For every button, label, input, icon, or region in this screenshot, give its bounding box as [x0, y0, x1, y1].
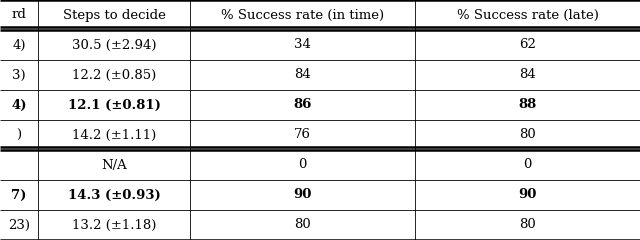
- Text: 84: 84: [294, 68, 311, 82]
- Text: 86: 86: [293, 98, 312, 112]
- Text: 88: 88: [518, 98, 536, 112]
- Text: 23): 23): [8, 218, 30, 232]
- Text: 80: 80: [519, 128, 536, 142]
- Text: 0: 0: [298, 158, 307, 172]
- Text: Steps to decide: Steps to decide: [63, 8, 165, 22]
- Text: 90: 90: [518, 188, 537, 202]
- Text: % Success rate (late): % Success rate (late): [456, 8, 598, 22]
- Text: 80: 80: [519, 218, 536, 232]
- Text: 12.2 (±0.85): 12.2 (±0.85): [72, 68, 156, 82]
- Text: 62: 62: [519, 38, 536, 52]
- Text: 3): 3): [12, 68, 26, 82]
- Text: rd: rd: [12, 8, 26, 22]
- Text: 12.1 (±0.81): 12.1 (±0.81): [68, 98, 161, 112]
- Text: 90: 90: [293, 188, 312, 202]
- Text: ): ): [17, 128, 22, 142]
- Text: 80: 80: [294, 218, 311, 232]
- Text: 30.5 (±2.94): 30.5 (±2.94): [72, 38, 156, 52]
- Text: 4): 4): [12, 98, 27, 112]
- Text: 34: 34: [294, 38, 311, 52]
- Text: 7): 7): [12, 188, 27, 202]
- Text: 4): 4): [12, 38, 26, 52]
- Text: 14.3 (±0.93): 14.3 (±0.93): [68, 188, 161, 202]
- Text: N/A: N/A: [101, 158, 127, 172]
- Text: % Success rate (in time): % Success rate (in time): [221, 8, 384, 22]
- Text: 84: 84: [519, 68, 536, 82]
- Text: 76: 76: [294, 128, 311, 142]
- Text: 13.2 (±1.18): 13.2 (±1.18): [72, 218, 156, 232]
- Text: 0: 0: [524, 158, 532, 172]
- Text: 14.2 (±1.11): 14.2 (±1.11): [72, 128, 156, 142]
